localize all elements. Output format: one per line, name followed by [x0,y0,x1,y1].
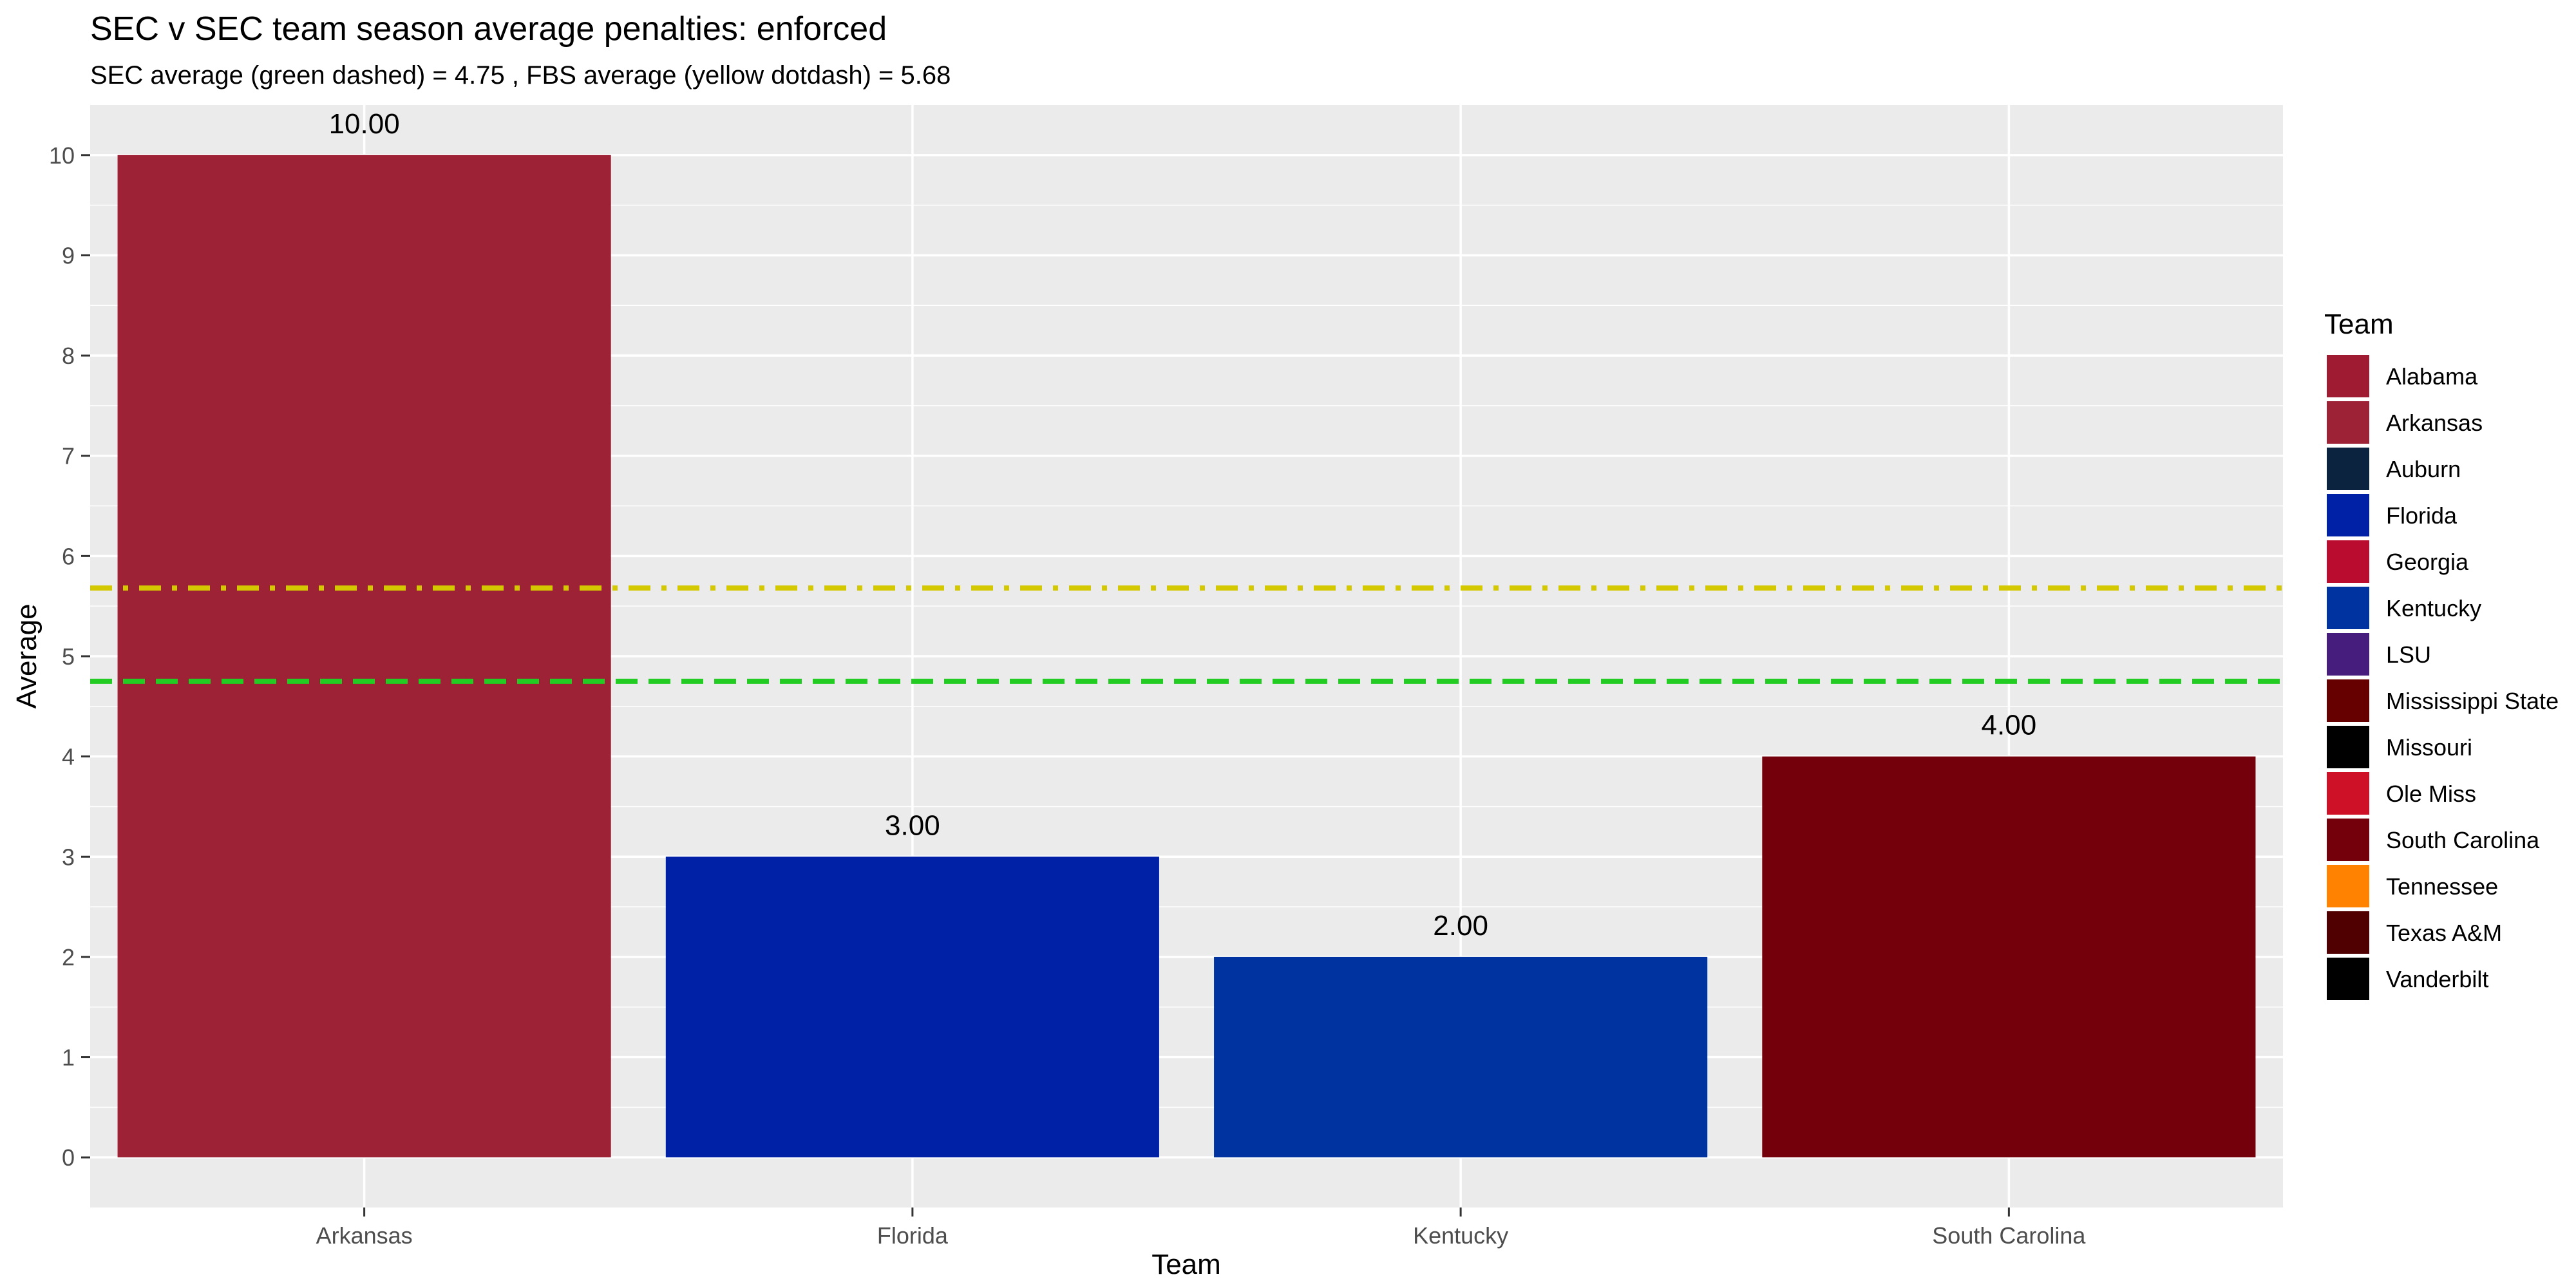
legend-label: Vanderbilt [2386,966,2488,992]
legend-key [2327,448,2369,490]
bar-value-label: 2.00 [1433,910,1488,942]
bar-value-label: 3.00 [885,810,940,841]
legend-label: Georgia [2386,549,2469,575]
bar [665,857,1159,1158]
legend-key [2327,540,2369,583]
y-tick-label: 3 [62,844,75,870]
chart-title: SEC v SEC team season average penalties:… [90,10,887,48]
y-tick-label: 5 [62,643,75,670]
bar-value-labels: 10.00 3.00 2.00 4.00 [329,108,2037,942]
legend-key [2327,679,2369,722]
legend-key [2327,958,2369,1000]
legend-label: South Carolina [2386,827,2540,853]
y-tick-label: 0 [62,1144,75,1171]
legend-key [2327,587,2369,629]
legend-key [2327,633,2369,676]
bars [117,155,2256,1158]
legend: Team Alabama Arkansas Auburn Florida Georgia… [2324,308,2559,1000]
legend-key [2327,355,2369,397]
y-tick-label: 8 [62,343,75,369]
reference-lines [90,585,2283,684]
legend-label: Tennessee [2386,873,2498,900]
bar [117,155,611,1158]
y-tick-label: 2 [62,944,75,971]
legend-label: Florida [2386,502,2458,529]
legend-key [2327,772,2369,815]
legend-key [2327,401,2369,444]
x-tick-label: Arkansas [316,1222,413,1249]
legend-label: Texas A&M [2386,920,2502,946]
legend-label: Arkansas [2386,410,2483,436]
y-tick-label: 9 [62,242,75,269]
legend-key [2327,494,2369,536]
legend-label: Ole Miss [2386,781,2476,807]
legend-label: Alabama [2386,363,2478,390]
legend-key [2327,911,2369,954]
legend-key [2327,819,2369,861]
y-axis: 0 1 2 3 4 5 6 7 8 9 10 [49,142,90,1171]
y-tick-label: 4 [62,744,75,770]
x-tick-label: Florida [877,1222,949,1249]
x-tick-label: Kentucky [1413,1222,1508,1249]
bar-value-label: 10.00 [329,108,400,140]
chart-subtitle: SEC average (green dashed) = 4.75 , FBS … [90,61,951,90]
legend-label: Kentucky [2386,595,2481,621]
x-tick-label: South Carolina [1932,1222,2086,1249]
bar [1214,956,1708,1158]
legend-key [2327,726,2369,768]
y-tick-label: 10 [49,142,75,169]
legend-label: LSU [2386,641,2431,668]
y-axis-title: Average [11,603,43,708]
x-axis: Arkansas Florida Kentucky South Carolina [316,1208,2086,1249]
x-axis-title: Team [1151,1249,1221,1280]
bar [1762,756,2256,1158]
legend-title: Team [2324,308,2394,340]
y-tick-label: 6 [62,543,75,569]
legend-label: Mississippi State [2386,688,2559,714]
y-tick-label: 7 [62,443,75,469]
legend-key [2327,865,2369,907]
legend-label: Auburn [2386,456,2461,482]
legend-label: Missouri [2386,734,2472,761]
bar-value-label: 4.00 [1982,710,2037,741]
y-tick-label: 1 [62,1045,75,1071]
